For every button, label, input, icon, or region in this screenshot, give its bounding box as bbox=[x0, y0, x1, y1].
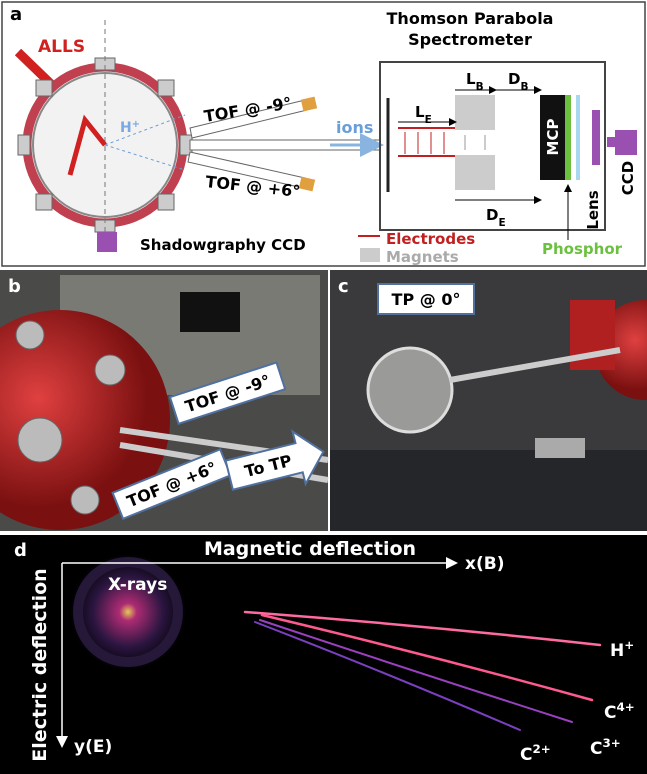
ccd-icon bbox=[607, 137, 615, 147]
beam-path bbox=[67, 114, 107, 176]
trace bbox=[254, 621, 521, 731]
dim-main: D bbox=[486, 206, 498, 224]
trace-main: C bbox=[520, 745, 532, 765]
xray-spot bbox=[70, 554, 186, 670]
panel-c: c TP @ 0° bbox=[330, 270, 647, 531]
photo-flanges bbox=[15, 320, 126, 515]
trace-sup: 4+ bbox=[616, 700, 634, 714]
panel-d: d Magnetic deflection x(B) Electric defl… bbox=[0, 535, 647, 774]
lens-label: Lens bbox=[584, 190, 602, 229]
trace-main: C bbox=[604, 703, 616, 723]
photo-beamline bbox=[449, 347, 621, 383]
legend-label: Magnets bbox=[386, 248, 459, 266]
trace-sup: + bbox=[624, 638, 634, 652]
magnet bbox=[455, 155, 495, 190]
mcp bbox=[540, 95, 565, 180]
legend-label: Electrodes bbox=[386, 230, 475, 248]
label-box bbox=[377, 283, 475, 315]
shadow-ccd-label: Shadowgraphy CCD bbox=[140, 236, 306, 254]
ion-label: H+ bbox=[120, 119, 140, 137]
y-symbol: y(E) bbox=[74, 737, 112, 757]
lens bbox=[576, 95, 580, 180]
panel-label: c bbox=[338, 276, 349, 297]
parabola-traces bbox=[243, 610, 602, 731]
trace bbox=[259, 619, 573, 723]
trace-label: H+ bbox=[610, 638, 634, 661]
xray-halo bbox=[73, 557, 183, 667]
y-axis-label: Electric deflection bbox=[29, 568, 51, 761]
panel-label: d bbox=[14, 540, 27, 561]
dim-label: DB bbox=[508, 70, 528, 93]
dim-main: D bbox=[508, 70, 520, 88]
tp-label: TP @ 0° bbox=[392, 290, 461, 309]
tp-title: Spectrometer bbox=[408, 30, 532, 49]
ccd-icon bbox=[615, 130, 637, 155]
trace-sup: 3+ bbox=[602, 736, 620, 750]
ion-rays bbox=[104, 114, 186, 171]
phosphor bbox=[565, 95, 571, 180]
photo-spectrometer bbox=[366, 346, 454, 434]
trace-main: H bbox=[610, 641, 624, 661]
panel-label: b bbox=[8, 276, 21, 297]
legend-label: Phosphor bbox=[542, 240, 623, 258]
magnet bbox=[455, 95, 495, 130]
dim-label: LB bbox=[466, 70, 484, 93]
x-symbol: x(B) bbox=[465, 554, 504, 574]
field-arrows bbox=[404, 132, 445, 154]
panel-label: a bbox=[10, 4, 22, 25]
trace bbox=[260, 613, 594, 702]
to-tp-arrow: To TP bbox=[224, 429, 325, 491]
ions-label: ions bbox=[336, 118, 373, 137]
dim-sub: E bbox=[498, 217, 505, 229]
dim-main: L bbox=[466, 70, 476, 88]
tp-title: Thomson Parabola bbox=[387, 9, 554, 28]
ion-main: H bbox=[120, 120, 132, 136]
panel-b: b TOF @ -9° TOF @ +6° To TP bbox=[0, 270, 329, 531]
dimension-lines bbox=[398, 86, 542, 204]
tof-detector bbox=[300, 96, 318, 112]
trace-sup: 2+ bbox=[532, 742, 550, 756]
photo-monitor bbox=[180, 292, 240, 332]
ccd-label: CCD bbox=[619, 161, 637, 195]
lens-element bbox=[592, 110, 600, 165]
photo-device bbox=[535, 438, 585, 458]
trace-label: C3+ bbox=[590, 736, 621, 759]
dim-sub: B bbox=[520, 81, 528, 93]
dim-label: DE bbox=[486, 206, 506, 229]
panel-a: a ALLS H+ TOF @ -9° TOF @ +6° ions Thoms… bbox=[1, 1, 646, 267]
xray-label: X-rays bbox=[108, 575, 167, 595]
tof-detector bbox=[298, 176, 316, 192]
mcp-label: MCP bbox=[544, 119, 562, 156]
photo-chamber bbox=[0, 310, 170, 530]
dim-sub: B bbox=[476, 81, 484, 93]
trace bbox=[243, 610, 602, 647]
tp-box bbox=[379, 61, 606, 231]
x-axis-label: Magnetic deflection bbox=[204, 538, 416, 560]
ion-sup: + bbox=[132, 119, 140, 130]
dim-sub: E bbox=[425, 114, 432, 126]
magnet-field bbox=[464, 135, 486, 150]
dim-main: L bbox=[415, 103, 425, 121]
shadow-ccd-icon bbox=[97, 232, 117, 252]
trace-label: C4+ bbox=[604, 700, 635, 723]
legend-magnet bbox=[360, 248, 380, 262]
laser-label: ALLS bbox=[38, 37, 85, 57]
dim-label: LE bbox=[415, 103, 432, 126]
chamber-inner bbox=[32, 72, 178, 218]
photo-table bbox=[330, 450, 647, 531]
trace-main: C bbox=[590, 739, 602, 759]
trace-label: C2+ bbox=[520, 742, 551, 765]
